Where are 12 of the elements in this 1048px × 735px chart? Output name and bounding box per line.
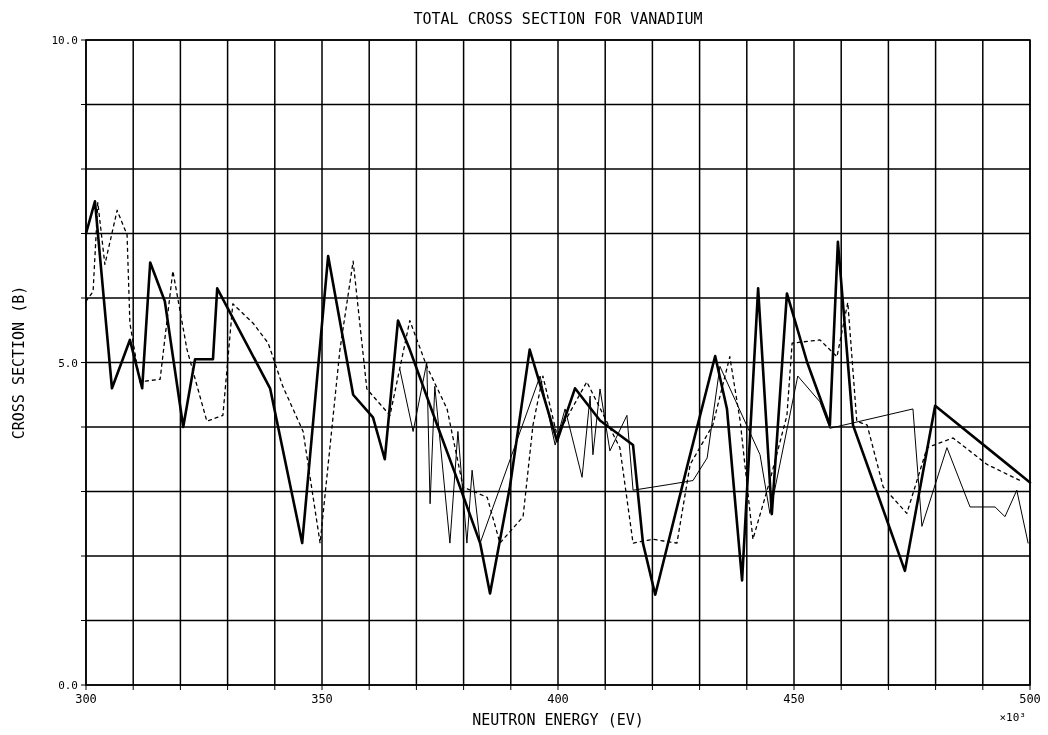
x-tick-label: 400: [547, 692, 569, 706]
x-tick-label: 350: [311, 692, 333, 706]
x-tick-label: 500: [1019, 692, 1041, 706]
x-tick-label: 450: [783, 692, 805, 706]
y-tick-label: 5.0: [58, 356, 78, 370]
y-tick-label: 10.0: [51, 34, 78, 47]
x-axis-title: NEUTRON ENERGY (EV): [472, 711, 644, 729]
y-axis-title: CROSS SECTION (B): [10, 285, 28, 440]
y-tick-label: 0.0: [58, 679, 78, 692]
x-tick-label: 300: [75, 692, 97, 706]
chart-title: TOTAL CROSS SECTION FOR VANADIUM: [413, 10, 703, 28]
text: ×10³: [999, 711, 1026, 724]
